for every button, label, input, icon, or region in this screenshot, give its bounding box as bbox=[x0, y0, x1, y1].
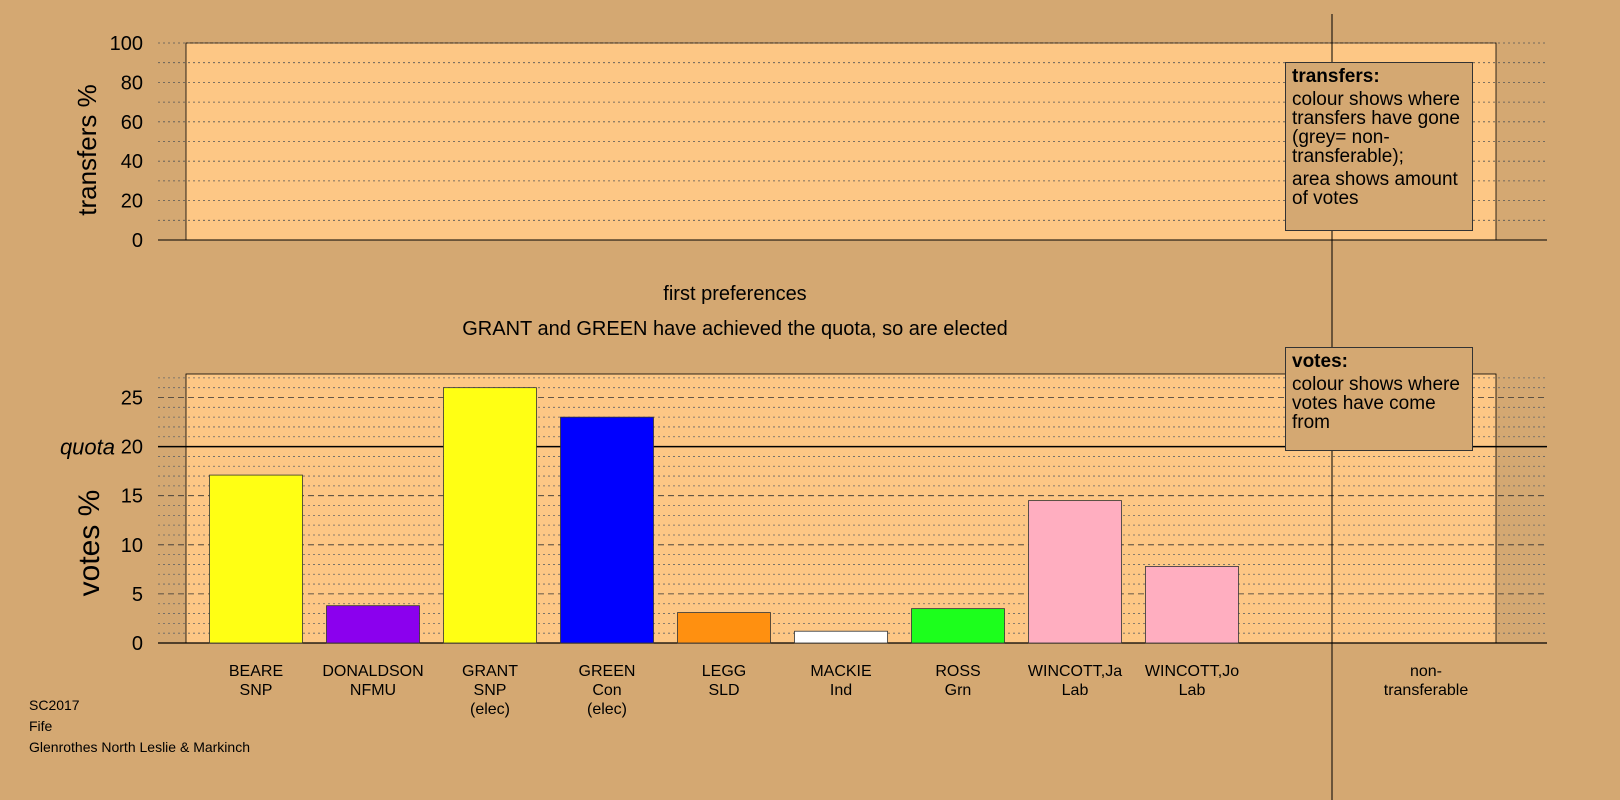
candidate-label: (elec) bbox=[470, 701, 510, 718]
footer-ward: Glenrothes North Leslie & Markinch bbox=[29, 739, 250, 755]
footer: SC2017 Fife Glenrothes North Leslie & Ma… bbox=[29, 695, 250, 758]
transfers-legend-text-1: colour shows where transfers have gone (… bbox=[1292, 89, 1460, 167]
bar bbox=[443, 387, 537, 644]
votes-tick-label: 15 bbox=[121, 486, 143, 508]
candidate-label: SNP bbox=[474, 682, 507, 699]
bar bbox=[794, 630, 888, 644]
chart-subtitle: first preferences bbox=[663, 283, 806, 305]
candidate-label: LEGG bbox=[702, 663, 746, 680]
candidate-label: WINCOTT,Jo bbox=[1145, 663, 1239, 680]
bar bbox=[560, 416, 654, 644]
bar bbox=[209, 474, 303, 644]
transfers-legend-text-2: area shows amount of votes bbox=[1292, 169, 1458, 209]
votes-tick-label: 25 bbox=[121, 388, 143, 410]
votes-tick-label: 20 bbox=[121, 437, 143, 459]
candidate-label: (elec) bbox=[587, 701, 627, 718]
candidate-label: MACKIE bbox=[810, 663, 871, 680]
nontransferable-label-line1: non- bbox=[1410, 663, 1442, 680]
candidate-label: SNP bbox=[240, 682, 273, 699]
candidate-label: Con bbox=[592, 682, 621, 699]
transfers-tick-label: 60 bbox=[121, 112, 143, 134]
transfers-tick-label: 0 bbox=[132, 230, 143, 252]
votes-axis-title: votes % bbox=[73, 490, 106, 597]
votes-tick-label: 0 bbox=[132, 633, 143, 655]
transfers-tick-label: 80 bbox=[121, 72, 143, 94]
votes-panel: quota 0 5 10 15 20 25 BEARE SNP DONALDSON NFMU GRAN… bbox=[60, 373, 1547, 718]
bar bbox=[326, 605, 420, 644]
candidate-label: GREEN bbox=[579, 663, 636, 680]
candidate-label: NFMU bbox=[350, 682, 396, 699]
candidate-label: BEARE bbox=[229, 663, 283, 680]
transfers-tick-label: 20 bbox=[121, 191, 143, 213]
votes-plot-area bbox=[185, 373, 1497, 644]
bar bbox=[911, 608, 1005, 644]
candidate-label: WINCOTT,Ja bbox=[1028, 663, 1122, 680]
candidate-label: Lab bbox=[1062, 682, 1089, 699]
bar bbox=[1145, 566, 1239, 644]
candidate-label: ROSS bbox=[935, 663, 980, 680]
candidate-label: Lab bbox=[1179, 682, 1206, 699]
candidate-label: Grn bbox=[945, 682, 972, 699]
transfers-legend: transfers: colour shows where transfers … bbox=[1285, 62, 1473, 231]
bar bbox=[1028, 500, 1122, 644]
nontransferable-label-line2: transferable bbox=[1384, 682, 1469, 699]
candidate-label: SLD bbox=[708, 682, 739, 699]
transfers-tick-label: 100 bbox=[110, 33, 143, 55]
transfers-tick-label: 40 bbox=[121, 151, 143, 173]
bar bbox=[677, 612, 771, 644]
transfers-panel: 0 20 40 60 80 100 bbox=[110, 33, 1547, 252]
votes-legend: votes: colour shows where votes have com… bbox=[1285, 347, 1473, 451]
candidate-label: DONALDSON bbox=[322, 663, 423, 680]
votes-legend-title: votes: bbox=[1292, 351, 1348, 372]
footer-election: SC2017 bbox=[29, 697, 80, 713]
transfers-axis-title: transfers % bbox=[72, 84, 102, 216]
votes-tick-label: 10 bbox=[121, 535, 143, 557]
candidate-label: GRANT bbox=[462, 663, 518, 680]
transfers-legend-title: transfers: bbox=[1292, 66, 1380, 87]
votes-legend-text: colour shows where votes have come from bbox=[1292, 374, 1460, 433]
footer-council: Fife bbox=[29, 718, 53, 734]
quota-label: quota bbox=[60, 435, 115, 460]
candidate-label: Ind bbox=[830, 682, 852, 699]
votes-tick-label: 5 bbox=[132, 584, 143, 606]
election-message: GRANT and GREEN have achieved the quota,… bbox=[462, 318, 1008, 340]
